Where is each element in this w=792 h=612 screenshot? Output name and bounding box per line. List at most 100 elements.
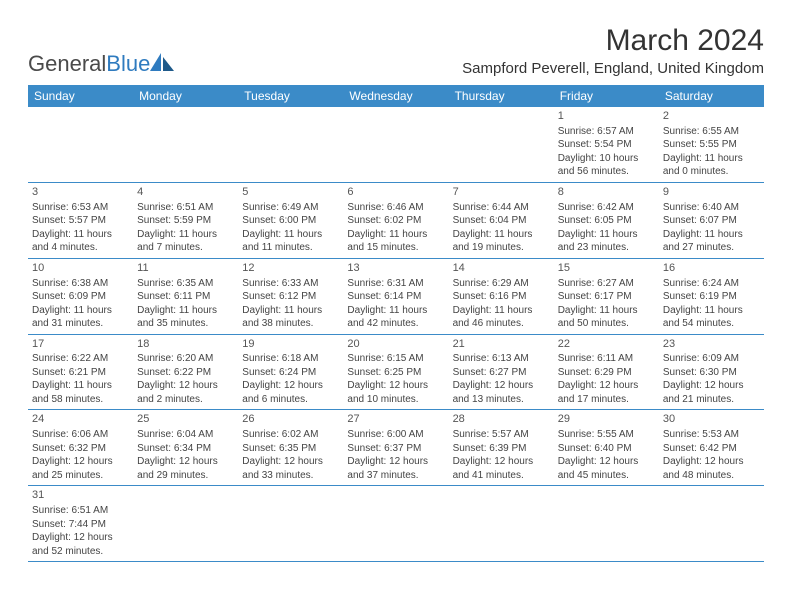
day-of-week-header: Sunday bbox=[28, 85, 133, 107]
cell-line: and 23 minutes. bbox=[558, 241, 655, 255]
calendar-cell: 8Sunrise: 6:42 AMSunset: 6:05 PMDaylight… bbox=[554, 182, 659, 258]
calendar-cell: 20Sunrise: 6:15 AMSunset: 6:25 PMDayligh… bbox=[343, 334, 448, 410]
calendar-week-row: 3Sunrise: 6:53 AMSunset: 5:57 PMDaylight… bbox=[28, 182, 764, 258]
calendar-cell: 19Sunrise: 6:18 AMSunset: 6:24 PMDayligh… bbox=[238, 334, 343, 410]
day-number: 7 bbox=[453, 185, 550, 200]
calendar-cell: 11Sunrise: 6:35 AMSunset: 6:11 PMDayligh… bbox=[133, 258, 238, 334]
cell-line: Sunset: 5:54 PM bbox=[558, 138, 655, 152]
cell-line: Sunset: 6:32 PM bbox=[32, 442, 129, 456]
cell-line: and 21 minutes. bbox=[663, 393, 760, 407]
cell-line: Sunset: 6:05 PM bbox=[558, 214, 655, 228]
cell-line: Sunset: 6:17 PM bbox=[558, 290, 655, 304]
cell-line: and 52 minutes. bbox=[32, 545, 129, 559]
day-number: 10 bbox=[32, 261, 129, 276]
day-of-week-header: Saturday bbox=[659, 85, 764, 107]
cell-line: Sunrise: 6:31 AM bbox=[347, 277, 444, 291]
cell-line: Sunset: 6:39 PM bbox=[453, 442, 550, 456]
calendar-cell bbox=[659, 486, 764, 562]
cell-line: Daylight: 11 hours bbox=[242, 228, 339, 242]
month-title: March 2024 bbox=[462, 24, 764, 58]
day-number: 22 bbox=[558, 337, 655, 352]
cell-line: Daylight: 12 hours bbox=[137, 455, 234, 469]
calendar-week-row: 10Sunrise: 6:38 AMSunset: 6:09 PMDayligh… bbox=[28, 258, 764, 334]
cell-line: and 33 minutes. bbox=[242, 469, 339, 483]
calendar-week-row: 1Sunrise: 6:57 AMSunset: 5:54 PMDaylight… bbox=[28, 107, 764, 182]
cell-line: Sunrise: 6:27 AM bbox=[558, 277, 655, 291]
cell-line: Daylight: 12 hours bbox=[242, 455, 339, 469]
cell-line: Sunrise: 6:51 AM bbox=[137, 201, 234, 215]
cell-line: Daylight: 12 hours bbox=[32, 455, 129, 469]
day-of-week-header: Friday bbox=[554, 85, 659, 107]
sail-icon bbox=[150, 53, 176, 71]
calendar-cell: 16Sunrise: 6:24 AMSunset: 6:19 PMDayligh… bbox=[659, 258, 764, 334]
calendar-cell: 2Sunrise: 6:55 AMSunset: 5:55 PMDaylight… bbox=[659, 107, 764, 182]
calendar-cell bbox=[343, 107, 448, 182]
calendar-cell: 13Sunrise: 6:31 AMSunset: 6:14 PMDayligh… bbox=[343, 258, 448, 334]
calendar-table: SundayMondayTuesdayWednesdayThursdayFrid… bbox=[28, 85, 764, 562]
cell-line: Sunset: 6:14 PM bbox=[347, 290, 444, 304]
cell-line: Sunset: 5:57 PM bbox=[32, 214, 129, 228]
cell-line: and 29 minutes. bbox=[137, 469, 234, 483]
cell-line: Sunrise: 6:42 AM bbox=[558, 201, 655, 215]
title-block: March 2024 Sampford Peverell, England, U… bbox=[462, 24, 764, 77]
cell-line: Daylight: 12 hours bbox=[32, 531, 129, 545]
cell-line: Daylight: 11 hours bbox=[558, 304, 655, 318]
cell-line: Sunrise: 6:06 AM bbox=[32, 428, 129, 442]
cell-line: Sunset: 5:55 PM bbox=[663, 138, 760, 152]
cell-line: Daylight: 12 hours bbox=[558, 379, 655, 393]
cell-line: Sunrise: 6:57 AM bbox=[558, 125, 655, 139]
cell-line: Sunset: 6:16 PM bbox=[453, 290, 550, 304]
cell-line: Sunrise: 5:55 AM bbox=[558, 428, 655, 442]
calendar-cell bbox=[449, 486, 554, 562]
cell-line: Daylight: 10 hours bbox=[558, 152, 655, 166]
day-of-week-header: Tuesday bbox=[238, 85, 343, 107]
cell-line: and 38 minutes. bbox=[242, 317, 339, 331]
cell-line: and 48 minutes. bbox=[663, 469, 760, 483]
calendar-cell: 12Sunrise: 6:33 AMSunset: 6:12 PMDayligh… bbox=[238, 258, 343, 334]
logo-text-1: General bbox=[28, 51, 106, 76]
day-of-week-header: Wednesday bbox=[343, 85, 448, 107]
logo-text-2: Blue bbox=[106, 51, 150, 76]
calendar-cell: 28Sunrise: 5:57 AMSunset: 6:39 PMDayligh… bbox=[449, 410, 554, 486]
cell-line: and 25 minutes. bbox=[32, 469, 129, 483]
cell-line: Sunrise: 6:00 AM bbox=[347, 428, 444, 442]
cell-line: Sunrise: 6:53 AM bbox=[32, 201, 129, 215]
cell-line: Daylight: 11 hours bbox=[32, 228, 129, 242]
calendar-week-row: 31Sunrise: 6:51 AMSunset: 7:44 PMDayligh… bbox=[28, 486, 764, 562]
header: GeneralBlue March 2024 Sampford Peverell… bbox=[28, 24, 764, 77]
cell-line: Daylight: 12 hours bbox=[558, 455, 655, 469]
cell-line: and 11 minutes. bbox=[242, 241, 339, 255]
cell-line: Sunset: 7:44 PM bbox=[32, 518, 129, 532]
calendar-week-row: 17Sunrise: 6:22 AMSunset: 6:21 PMDayligh… bbox=[28, 334, 764, 410]
cell-line: Sunset: 6:27 PM bbox=[453, 366, 550, 380]
cell-line: Sunset: 6:30 PM bbox=[663, 366, 760, 380]
cell-line: Sunset: 6:25 PM bbox=[347, 366, 444, 380]
calendar-cell: 22Sunrise: 6:11 AMSunset: 6:29 PMDayligh… bbox=[554, 334, 659, 410]
cell-line: Sunset: 6:34 PM bbox=[137, 442, 234, 456]
cell-line: Sunrise: 5:53 AM bbox=[663, 428, 760, 442]
calendar-cell: 5Sunrise: 6:49 AMSunset: 6:00 PMDaylight… bbox=[238, 182, 343, 258]
day-number: 24 bbox=[32, 412, 129, 427]
calendar-cell: 17Sunrise: 6:22 AMSunset: 6:21 PMDayligh… bbox=[28, 334, 133, 410]
cell-line: and 41 minutes. bbox=[453, 469, 550, 483]
calendar-cell bbox=[554, 486, 659, 562]
cell-line: and 15 minutes. bbox=[347, 241, 444, 255]
cell-line: Sunrise: 6:13 AM bbox=[453, 352, 550, 366]
cell-line: and 50 minutes. bbox=[558, 317, 655, 331]
calendar-cell: 25Sunrise: 6:04 AMSunset: 6:34 PMDayligh… bbox=[133, 410, 238, 486]
cell-line: Daylight: 11 hours bbox=[137, 304, 234, 318]
cell-line: Sunset: 6:09 PM bbox=[32, 290, 129, 304]
cell-line: Sunset: 6:22 PM bbox=[137, 366, 234, 380]
cell-line: Sunset: 6:12 PM bbox=[242, 290, 339, 304]
calendar-cell bbox=[238, 486, 343, 562]
calendar-cell: 10Sunrise: 6:38 AMSunset: 6:09 PMDayligh… bbox=[28, 258, 133, 334]
cell-line: Daylight: 12 hours bbox=[137, 379, 234, 393]
cell-line: Sunrise: 6:18 AM bbox=[242, 352, 339, 366]
day-number: 12 bbox=[242, 261, 339, 276]
calendar-cell bbox=[238, 107, 343, 182]
cell-line: and 45 minutes. bbox=[558, 469, 655, 483]
cell-line: Sunset: 6:37 PM bbox=[347, 442, 444, 456]
day-number: 23 bbox=[663, 337, 760, 352]
cell-line: and 46 minutes. bbox=[453, 317, 550, 331]
cell-line: Sunrise: 6:49 AM bbox=[242, 201, 339, 215]
